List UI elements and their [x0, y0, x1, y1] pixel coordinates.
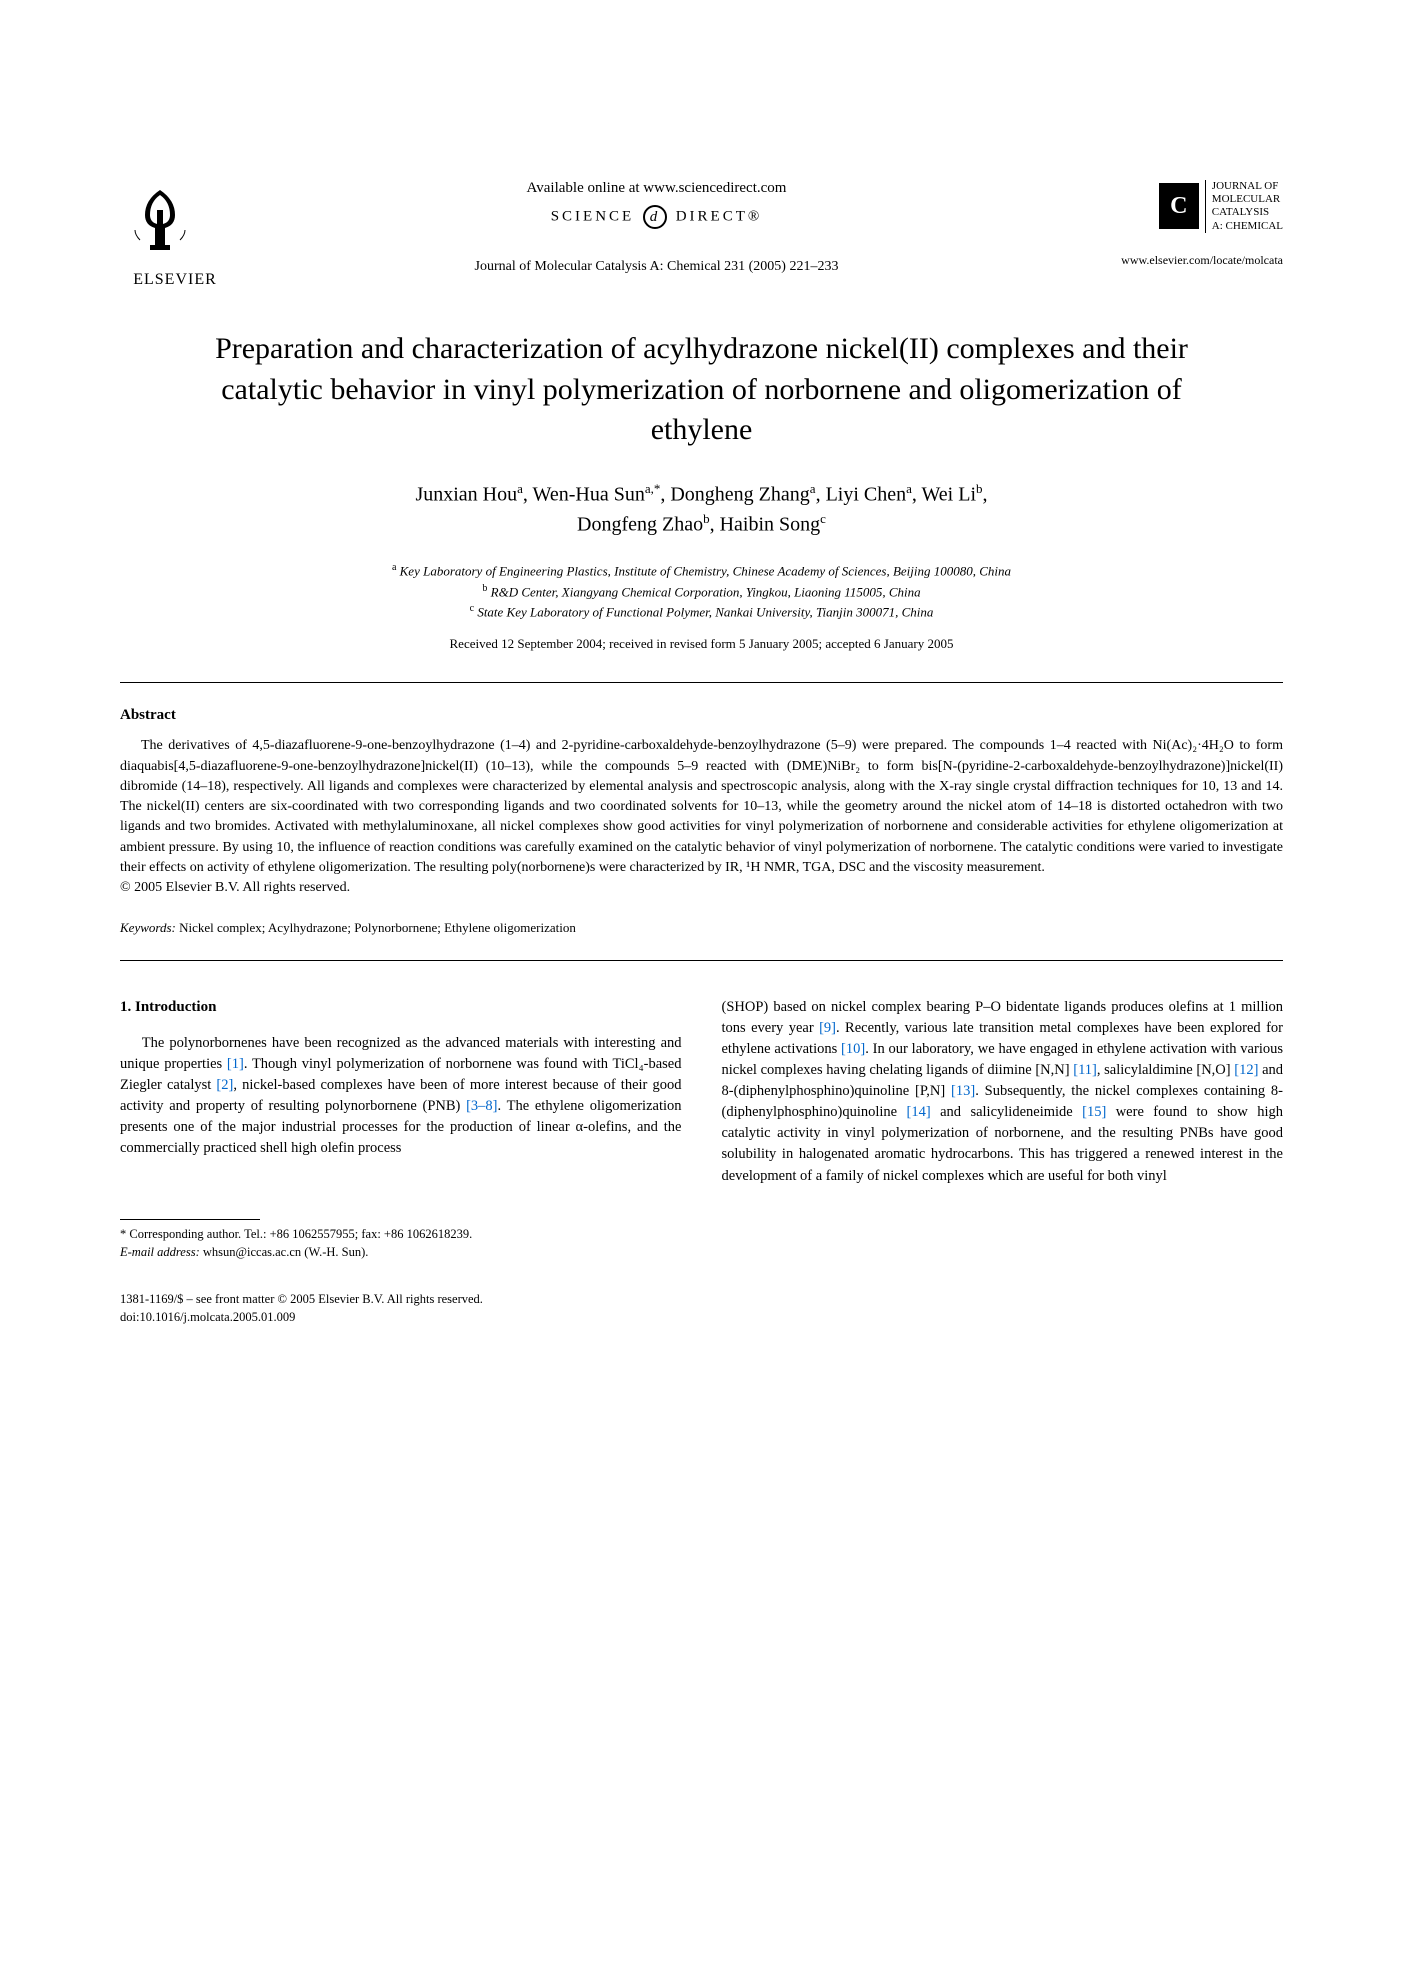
corresponding-footnote: * Corresponding author. Tel.: +86 106255… [120, 1226, 682, 1261]
publisher-name: ELSEVIER [120, 271, 230, 289]
journal-logo-box: C JOURNAL OF MOLECULAR CATALYSIS A: CHEM… [1083, 180, 1283, 233]
keywords-line: Keywords: Nickel complex; Acylhydrazone;… [120, 920, 1283, 936]
sciencedirect-logo: SCIENCE d DIRECT® [250, 205, 1063, 229]
affil-text: R&D Center, Xiangyang Chemical Corporati… [487, 584, 920, 599]
author-sep: , Haibin Song [710, 514, 821, 536]
doi-block: 1381-1169/$ – see front matter © 2005 El… [120, 1291, 682, 1326]
keywords-text: Nickel complex; Acylhydrazone; Polynorbo… [176, 920, 576, 935]
journal-name-line: MOLECULAR [1212, 193, 1283, 206]
column-left: 1. Introduction The polynorbornenes have… [120, 997, 682, 1326]
affil-text: State Key Laboratory of Functional Polym… [474, 605, 933, 620]
citation-link[interactable]: [11] [1073, 1062, 1097, 1078]
affiliations-block: a Key Laboratory of Engineering Plastics… [120, 560, 1283, 622]
doi-line: doi:10.1016/j.molcata.2005.01.009 [120, 1309, 682, 1327]
intro-heading: 1. Introduction [120, 997, 682, 1019]
citation-link[interactable]: [13] [951, 1083, 975, 1099]
citation-link[interactable]: [9] [819, 1020, 836, 1036]
journal-url: www.elsevier.com/locate/molcata [1083, 253, 1283, 268]
front-matter-line: 1381-1169/$ – see front matter © 2005 El… [120, 1291, 682, 1309]
affiliation-line: b R&D Center, Xiangyang Chemical Corpora… [120, 581, 1283, 602]
header-bar: ELSEVIER Available online at www.science… [120, 180, 1283, 289]
citation-link[interactable]: [3–8] [466, 1098, 497, 1114]
author-sep: , Wei Li [912, 483, 976, 505]
footnote-rule [120, 1219, 260, 1220]
available-online-text: Available online at www.sciencedirect.co… [250, 180, 1063, 197]
intro-paragraph-cont: (SHOP) based on nickel complex bearing P… [722, 997, 1284, 1186]
author-affil-sup: c [820, 511, 826, 526]
journal-c-icon: C [1159, 183, 1199, 229]
journal-name-line: CATALYSIS [1212, 206, 1283, 219]
citation-link[interactable]: [14] [907, 1104, 931, 1120]
author-affil-sup: a, [645, 481, 654, 496]
body-text: , salicylaldimine [N,O] [1097, 1062, 1234, 1078]
citation-link[interactable]: [10] [841, 1041, 865, 1057]
footnote-corr-text: Tel.: +86 1062557955; fax: +86 106261823… [244, 1227, 472, 1241]
abstract-section: Abstract The derivatives of 4,5-diazaflu… [120, 707, 1283, 896]
citation-link[interactable]: [2] [216, 1077, 233, 1093]
author-sep: , [983, 483, 988, 505]
journal-brand: C JOURNAL OF MOLECULAR CATALYSIS A: CHEM… [1083, 180, 1283, 268]
author-sep: , Dongheng Zhang [660, 483, 809, 505]
citation-link[interactable]: [1] [227, 1056, 244, 1072]
rule-above-abstract [120, 682, 1283, 683]
header-center: Available online at www.sciencedirect.co… [230, 180, 1083, 275]
publisher-logo: ELSEVIER [120, 180, 230, 289]
article-dates: Received 12 September 2004; received in … [120, 636, 1283, 652]
body-text: and salicylideneimide [931, 1104, 1082, 1120]
intro-paragraph: The polynorbornenes have been recognized… [120, 1033, 682, 1159]
journal-name-line: JOURNAL OF [1212, 180, 1283, 193]
footnote-email: whsun@iccas.ac.cn (W.-H. Sun). [200, 1245, 369, 1259]
journal-name-line: A: CHEMICAL [1212, 220, 1283, 233]
abstract-text: The derivatives of 4,5-diazafluorene-9-o… [120, 736, 1283, 878]
article-title: Preparation and characterization of acyl… [180, 329, 1223, 451]
keywords-label: Keywords: [120, 920, 176, 935]
journal-name-block: JOURNAL OF MOLECULAR CATALYSIS A: CHEMIC… [1205, 180, 1283, 233]
affiliation-line: a Key Laboratory of Engineering Plastics… [120, 560, 1283, 581]
author-sep: , Liyi Chen [816, 483, 907, 505]
author: Dongfeng Zhao [577, 514, 703, 536]
sd-prefix: SCIENCE [551, 208, 635, 224]
abstract-copyright: © 2005 Elsevier B.V. All rights reserved… [120, 880, 1283, 896]
column-right: (SHOP) based on nickel complex bearing P… [722, 997, 1284, 1326]
sd-d-icon: d [643, 205, 667, 229]
abstract-heading: Abstract [120, 707, 1283, 724]
elsevier-tree-icon [120, 180, 200, 260]
sd-suffix: DIRECT® [676, 208, 763, 224]
rule-below-keywords [120, 960, 1283, 961]
body-columns: 1. Introduction The polynorbornenes have… [120, 997, 1283, 1326]
author-sep: , Wen-Hua Sun [523, 483, 645, 505]
journal-reference: Journal of Molecular Catalysis A: Chemic… [250, 259, 1063, 275]
affiliation-line: c State Key Laboratory of Functional Pol… [120, 601, 1283, 622]
affil-text: Key Laboratory of Engineering Plastics, … [396, 563, 1011, 578]
authors-block: Junxian Houa, Wen-Hua Suna,*, Dongheng Z… [120, 479, 1283, 540]
citation-link[interactable]: [15] [1082, 1104, 1106, 1120]
citation-link[interactable]: [12] [1234, 1062, 1258, 1078]
footnote-corr-label: * Corresponding author. [120, 1227, 244, 1241]
author: Junxian Hou [415, 483, 517, 505]
footnote-email-label: E-mail address: [120, 1245, 200, 1259]
